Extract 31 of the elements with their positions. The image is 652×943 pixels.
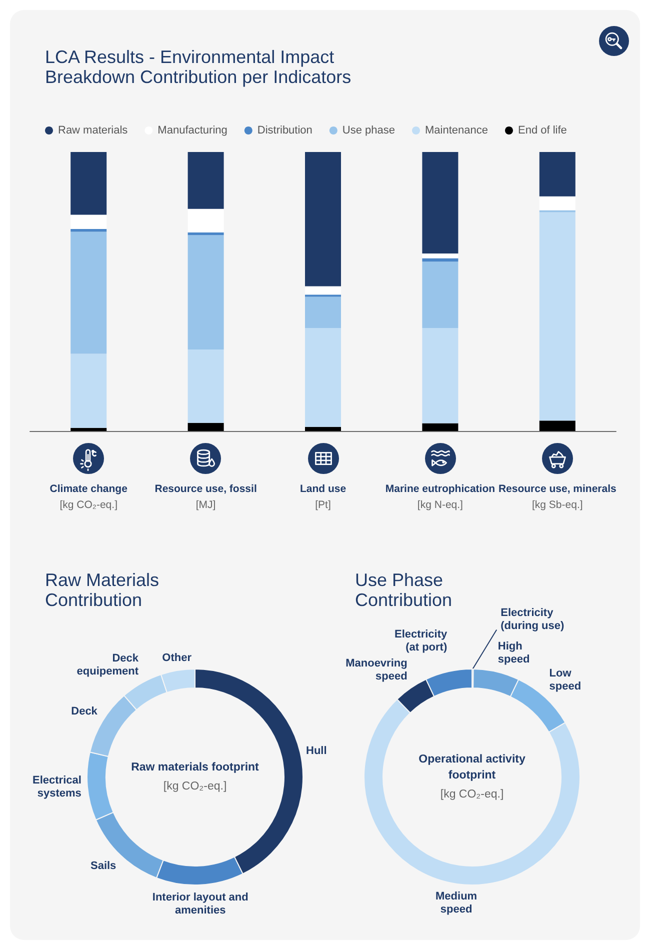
slice-label: Electrical systems xyxy=(32,774,82,800)
x-tick-label: Climate change [kg CO₂-eq.] xyxy=(50,483,128,511)
slice-label: Deck xyxy=(71,706,98,718)
legend-label: Use phase xyxy=(342,124,396,136)
text: Operational activity footprint xyxy=(418,754,526,782)
slice-label: Hull xyxy=(306,745,327,758)
legend-label: Raw materials xyxy=(58,124,128,136)
x-tick-label: Marine eutrophication [kg N-eq.] xyxy=(385,483,496,511)
slice-label: Electricity (during use) xyxy=(500,607,565,632)
slice-label: Other xyxy=(162,652,192,664)
slice-label: Low speed xyxy=(549,668,582,693)
chart-title: Use Phase Contribution xyxy=(355,570,452,610)
text: Raw materials footprint xyxy=(131,762,260,774)
slice-label: Sails xyxy=(90,860,116,872)
x-tick-label: Land use [Pt] xyxy=(300,483,346,511)
text: [kg CO₂-eq.] xyxy=(440,788,504,800)
text: [kg CO₂-eq.] xyxy=(163,780,227,792)
x-tick-label: Resource use, minerals [kg Sb-eq.] xyxy=(498,483,617,511)
slice-label: Medium speed xyxy=(436,890,478,916)
legend-label: Manufacturing xyxy=(158,124,228,136)
x-tick-label: Resource use, fossil [MJ] xyxy=(154,483,257,511)
chart-title: Raw Materials Contribution xyxy=(45,570,160,610)
legend-label: Distribution xyxy=(257,124,312,136)
slice-label: High speed xyxy=(498,640,530,666)
slice-label: Deck equipement xyxy=(76,652,140,678)
chart-title: LCA Results - Environmental Impact Breakdown Contribution per Indicators xyxy=(45,47,352,87)
slice-label: Interior layout and amenities xyxy=(152,891,248,916)
legend-label: Maintenance xyxy=(425,124,488,136)
legend-label: End of life xyxy=(518,124,567,136)
slice-label: Electricity (at port) xyxy=(394,628,448,654)
slice-label: Manoevring speed xyxy=(346,658,408,683)
